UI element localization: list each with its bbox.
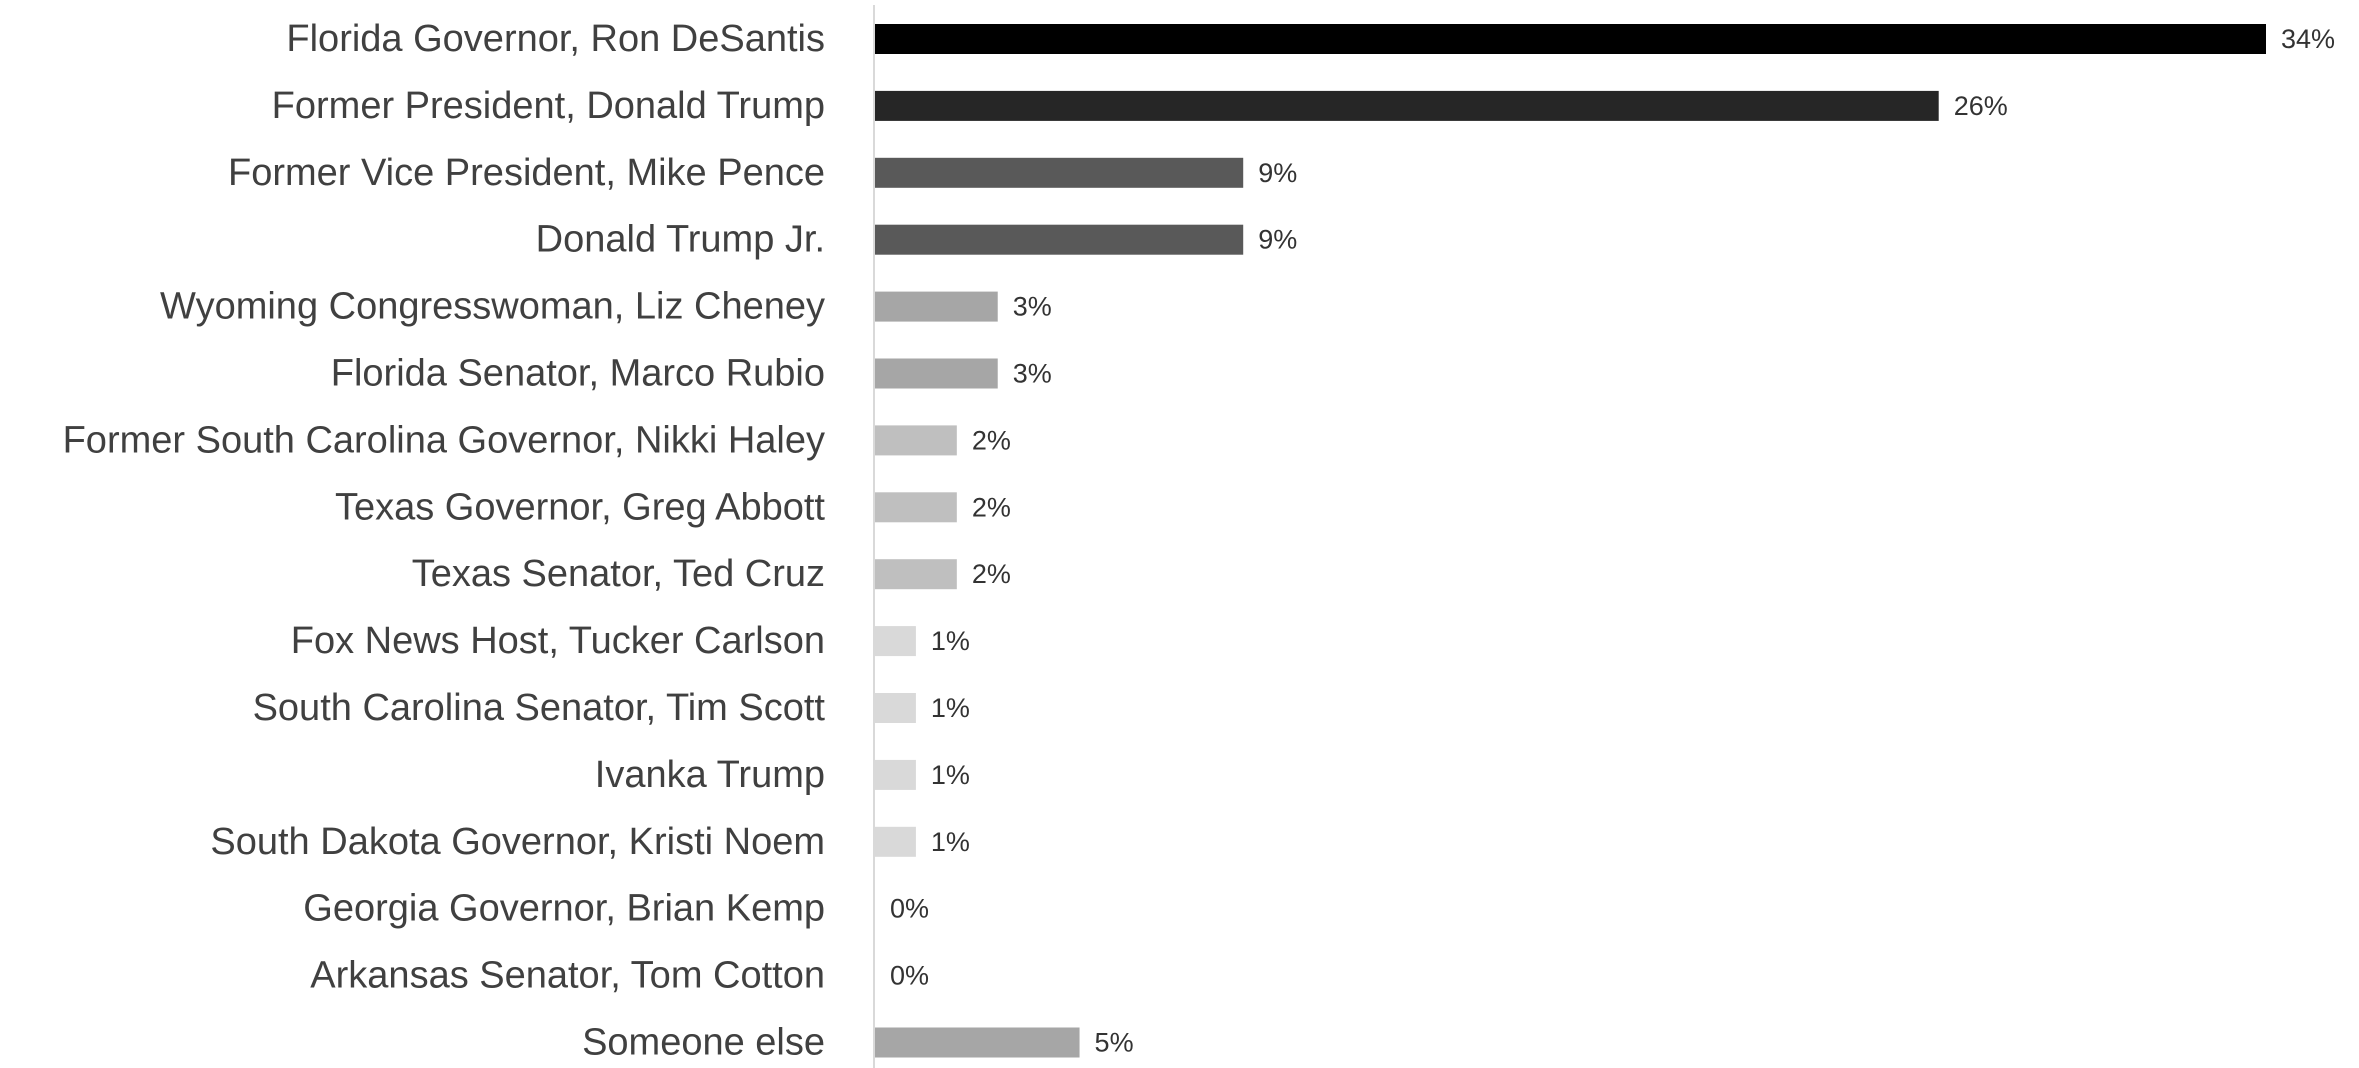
bar: [875, 626, 916, 657]
bar: [875, 291, 998, 322]
category-label: Florida Senator, Marco Rubio: [331, 353, 825, 395]
value-label: 3%: [1013, 292, 1052, 322]
category-label: South Carolina Senator, Tim Scott: [253, 687, 826, 729]
bar: [875, 90, 1939, 121]
value-label: 2%: [972, 559, 1011, 589]
value-label: 0%: [890, 961, 929, 991]
bars-group: Florida Governor, Ron DeSantis 34% Former …: [63, 18, 2335, 1064]
category-label: Former President, Donald Trump: [272, 85, 825, 127]
category-label: Former South Carolina Governor, Nikki Ha…: [63, 419, 825, 461]
value-label: 3%: [1013, 359, 1052, 389]
bar: [875, 358, 998, 389]
category-label: Wyoming Congresswoman, Liz Cheney: [160, 286, 825, 328]
value-label: 1%: [931, 693, 970, 723]
category-label: Texas Senator, Ted Cruz: [412, 553, 825, 595]
value-label: 1%: [931, 760, 970, 790]
bar: [875, 24, 2266, 54]
value-label: 0%: [890, 894, 929, 924]
category-label: Ivanka Trump: [595, 754, 825, 796]
bar: [875, 224, 1244, 255]
bar: [875, 492, 957, 523]
value-label: 34%: [2281, 24, 2335, 54]
value-label: 2%: [972, 425, 1011, 455]
value-label: 1%: [931, 827, 970, 857]
value-label: 26%: [1954, 91, 2008, 121]
category-label: Texas Governor, Greg Abbott: [335, 486, 825, 528]
bar: [875, 759, 916, 790]
value-label: 2%: [972, 492, 1011, 522]
category-label: Florida Governor, Ron DeSantis: [286, 18, 825, 60]
value-label: 5%: [1095, 1028, 1134, 1058]
category-label: Someone else: [582, 1022, 825, 1064]
category-label: Georgia Governor, Brian Kemp: [303, 888, 825, 930]
value-label: 1%: [931, 626, 970, 656]
bar: [875, 693, 916, 723]
category-label: Former Vice President, Mike Pence: [228, 152, 825, 194]
bar: [875, 1027, 1080, 1058]
value-label: 9%: [1258, 225, 1297, 255]
category-label: South Dakota Governor, Kristi Noem: [210, 821, 825, 863]
category-label: Fox News Host, Tucker Carlson: [291, 620, 825, 662]
bar: [875, 425, 957, 456]
bar: [875, 559, 957, 590]
category-label: Arkansas Senator, Tom Cotton: [310, 955, 825, 997]
bar: [875, 157, 1244, 188]
bar: [875, 826, 916, 857]
category-label: Donald Trump Jr.: [536, 219, 825, 261]
value-label: 9%: [1258, 158, 1297, 188]
